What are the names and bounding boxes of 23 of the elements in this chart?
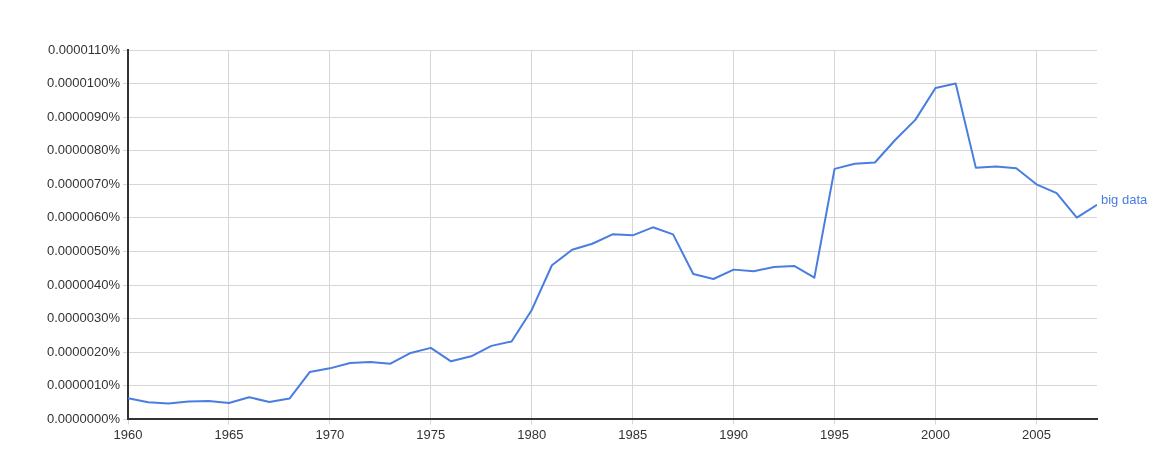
y-tick-label: 0.0000110%	[47, 41, 121, 57]
y-tick-label: 0.0000000%	[46, 410, 121, 426]
x-tick-label: 2000	[921, 426, 950, 442]
x-tick-label: 1960	[113, 426, 143, 442]
y-tick-label: 0.0000030%	[46, 310, 121, 326]
x-tick-label: 1980	[517, 426, 547, 442]
y-tick-label: 0.0000080%	[46, 142, 121, 158]
x-tick-label: 1975	[416, 426, 446, 442]
x-tick-label: 1985	[618, 426, 648, 442]
y-tick-label: 0.0000010%	[46, 377, 121, 393]
y-tick-label: 0.0000060%	[46, 209, 121, 225]
y-tick-label: 0.0000090%	[46, 108, 121, 124]
y-tick-label: 0.0000050%	[46, 243, 121, 259]
y-tick-label: 0.0000070%	[46, 175, 121, 191]
y-tick-label: 0.0000020%	[46, 343, 121, 359]
x-tick-label: 1970	[315, 426, 345, 442]
y-tick-label: 0.0000040%	[46, 276, 121, 292]
y-tick-label: 0.0000100%	[46, 75, 121, 91]
x-tick-label: 1965	[214, 426, 244, 442]
x-tick-label: 1995	[820, 426, 850, 442]
x-tick-label: 1990	[719, 426, 749, 442]
series-label: big data	[1101, 192, 1149, 208]
x-tick-label: 2005	[1021, 426, 1051, 442]
